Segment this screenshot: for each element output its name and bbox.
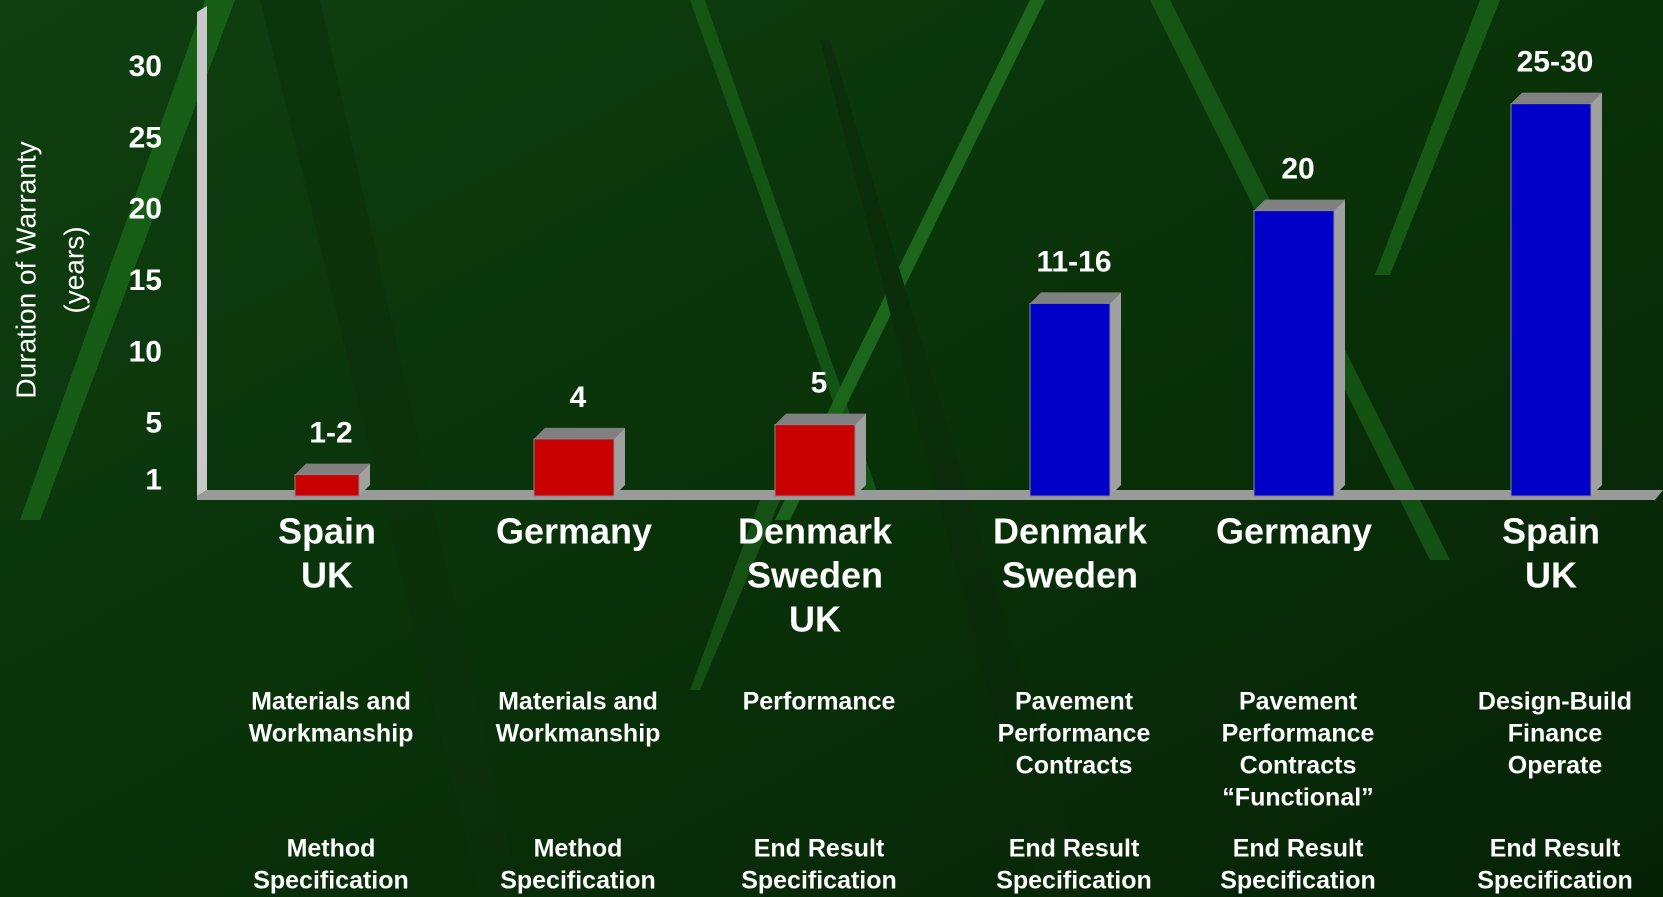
bar-side [1591,93,1602,496]
value-label: 11-16 [1036,245,1111,278]
y-tick-label: 5 [145,407,162,440]
category-label: Germany [496,511,652,552]
bar [1511,104,1591,496]
category-label: Sweden [1002,555,1138,596]
warranty-type: Workmanship [496,720,661,748]
warranty-type: Pavement [1239,688,1358,716]
warranty-type: “Functional” [1222,784,1373,812]
specification: Specification [500,867,656,895]
bar-side [1110,292,1121,496]
y-tick-label: 20 [129,193,162,226]
y-tick-label: 1 [145,464,162,497]
bar-side [614,428,625,496]
bar-side [1334,200,1345,496]
bar [295,475,359,496]
category-label: Spain [1502,511,1600,552]
warranty-type: Materials and [251,688,411,716]
warranty-type: Performance [1222,720,1375,748]
specification: Specification [996,867,1152,895]
bar-top [1030,292,1121,303]
category-label: Denmark [993,511,1148,552]
y-tick-label: 10 [129,335,162,368]
specification: End Result [1490,835,1621,863]
bar [534,439,614,496]
warranty-type: Finance [1508,720,1603,748]
bar-side [855,414,866,496]
specification: Method [534,835,623,863]
warranty-type: Contracts [1016,752,1133,780]
category-label: Spain [278,511,376,552]
value-label: 1-2 [309,417,352,450]
specification: Specification [741,867,897,895]
y-axis-label-line: (years) [58,226,89,313]
warranty-type: Performance [998,720,1151,748]
bar-top [295,464,370,475]
specification: Specification [1220,867,1376,895]
warranty-type: Operate [1508,752,1603,780]
category-label: UK [301,555,353,596]
specification: End Result [1233,835,1364,863]
bar-top [1254,200,1345,211]
warranty-type: Pavement [1015,688,1134,716]
specification: Specification [1477,867,1633,895]
bar [1254,211,1334,496]
warranty-type: Performance [743,688,896,716]
value-label: 5 [811,367,828,400]
floor [197,490,1663,500]
warranty-type: Design-Build [1478,688,1632,716]
bar-top [534,428,625,439]
value-label: 4 [570,381,587,414]
bar [1030,303,1110,496]
value-label: 25-30 [1517,46,1594,79]
warranty-type: Workmanship [249,720,414,748]
category-label: UK [789,599,841,640]
y-axis-label-line: Duration of Warranty [10,141,41,398]
bar-top [1511,93,1602,104]
category-label: Germany [1216,511,1372,552]
bar-top [775,414,866,425]
specification: End Result [1009,835,1140,863]
page: {"chart_data": { "type": "bar", "y_label… [0,0,1663,897]
category-label: Sweden [747,555,883,596]
specification: Specification [253,867,409,895]
y-tick-label: 25 [129,121,162,154]
category-label: Denmark [738,511,893,552]
y-axis-wall [197,6,207,496]
warranty-type: Contracts [1240,752,1357,780]
y-tick-label: 15 [129,264,162,297]
specification: End Result [754,835,885,863]
bar [775,425,855,496]
y-tick-label: 30 [129,50,162,83]
category-label: UK [1525,555,1577,596]
value-label: 20 [1281,153,1314,186]
chart: Duration of Warranty(years) 151015202530… [0,0,1663,897]
specification: Method [287,835,376,863]
warranty-type: Materials and [498,688,658,716]
